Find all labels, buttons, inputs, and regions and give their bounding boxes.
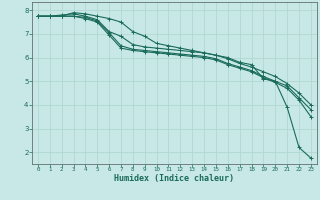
X-axis label: Humidex (Indice chaleur): Humidex (Indice chaleur) <box>115 174 234 183</box>
